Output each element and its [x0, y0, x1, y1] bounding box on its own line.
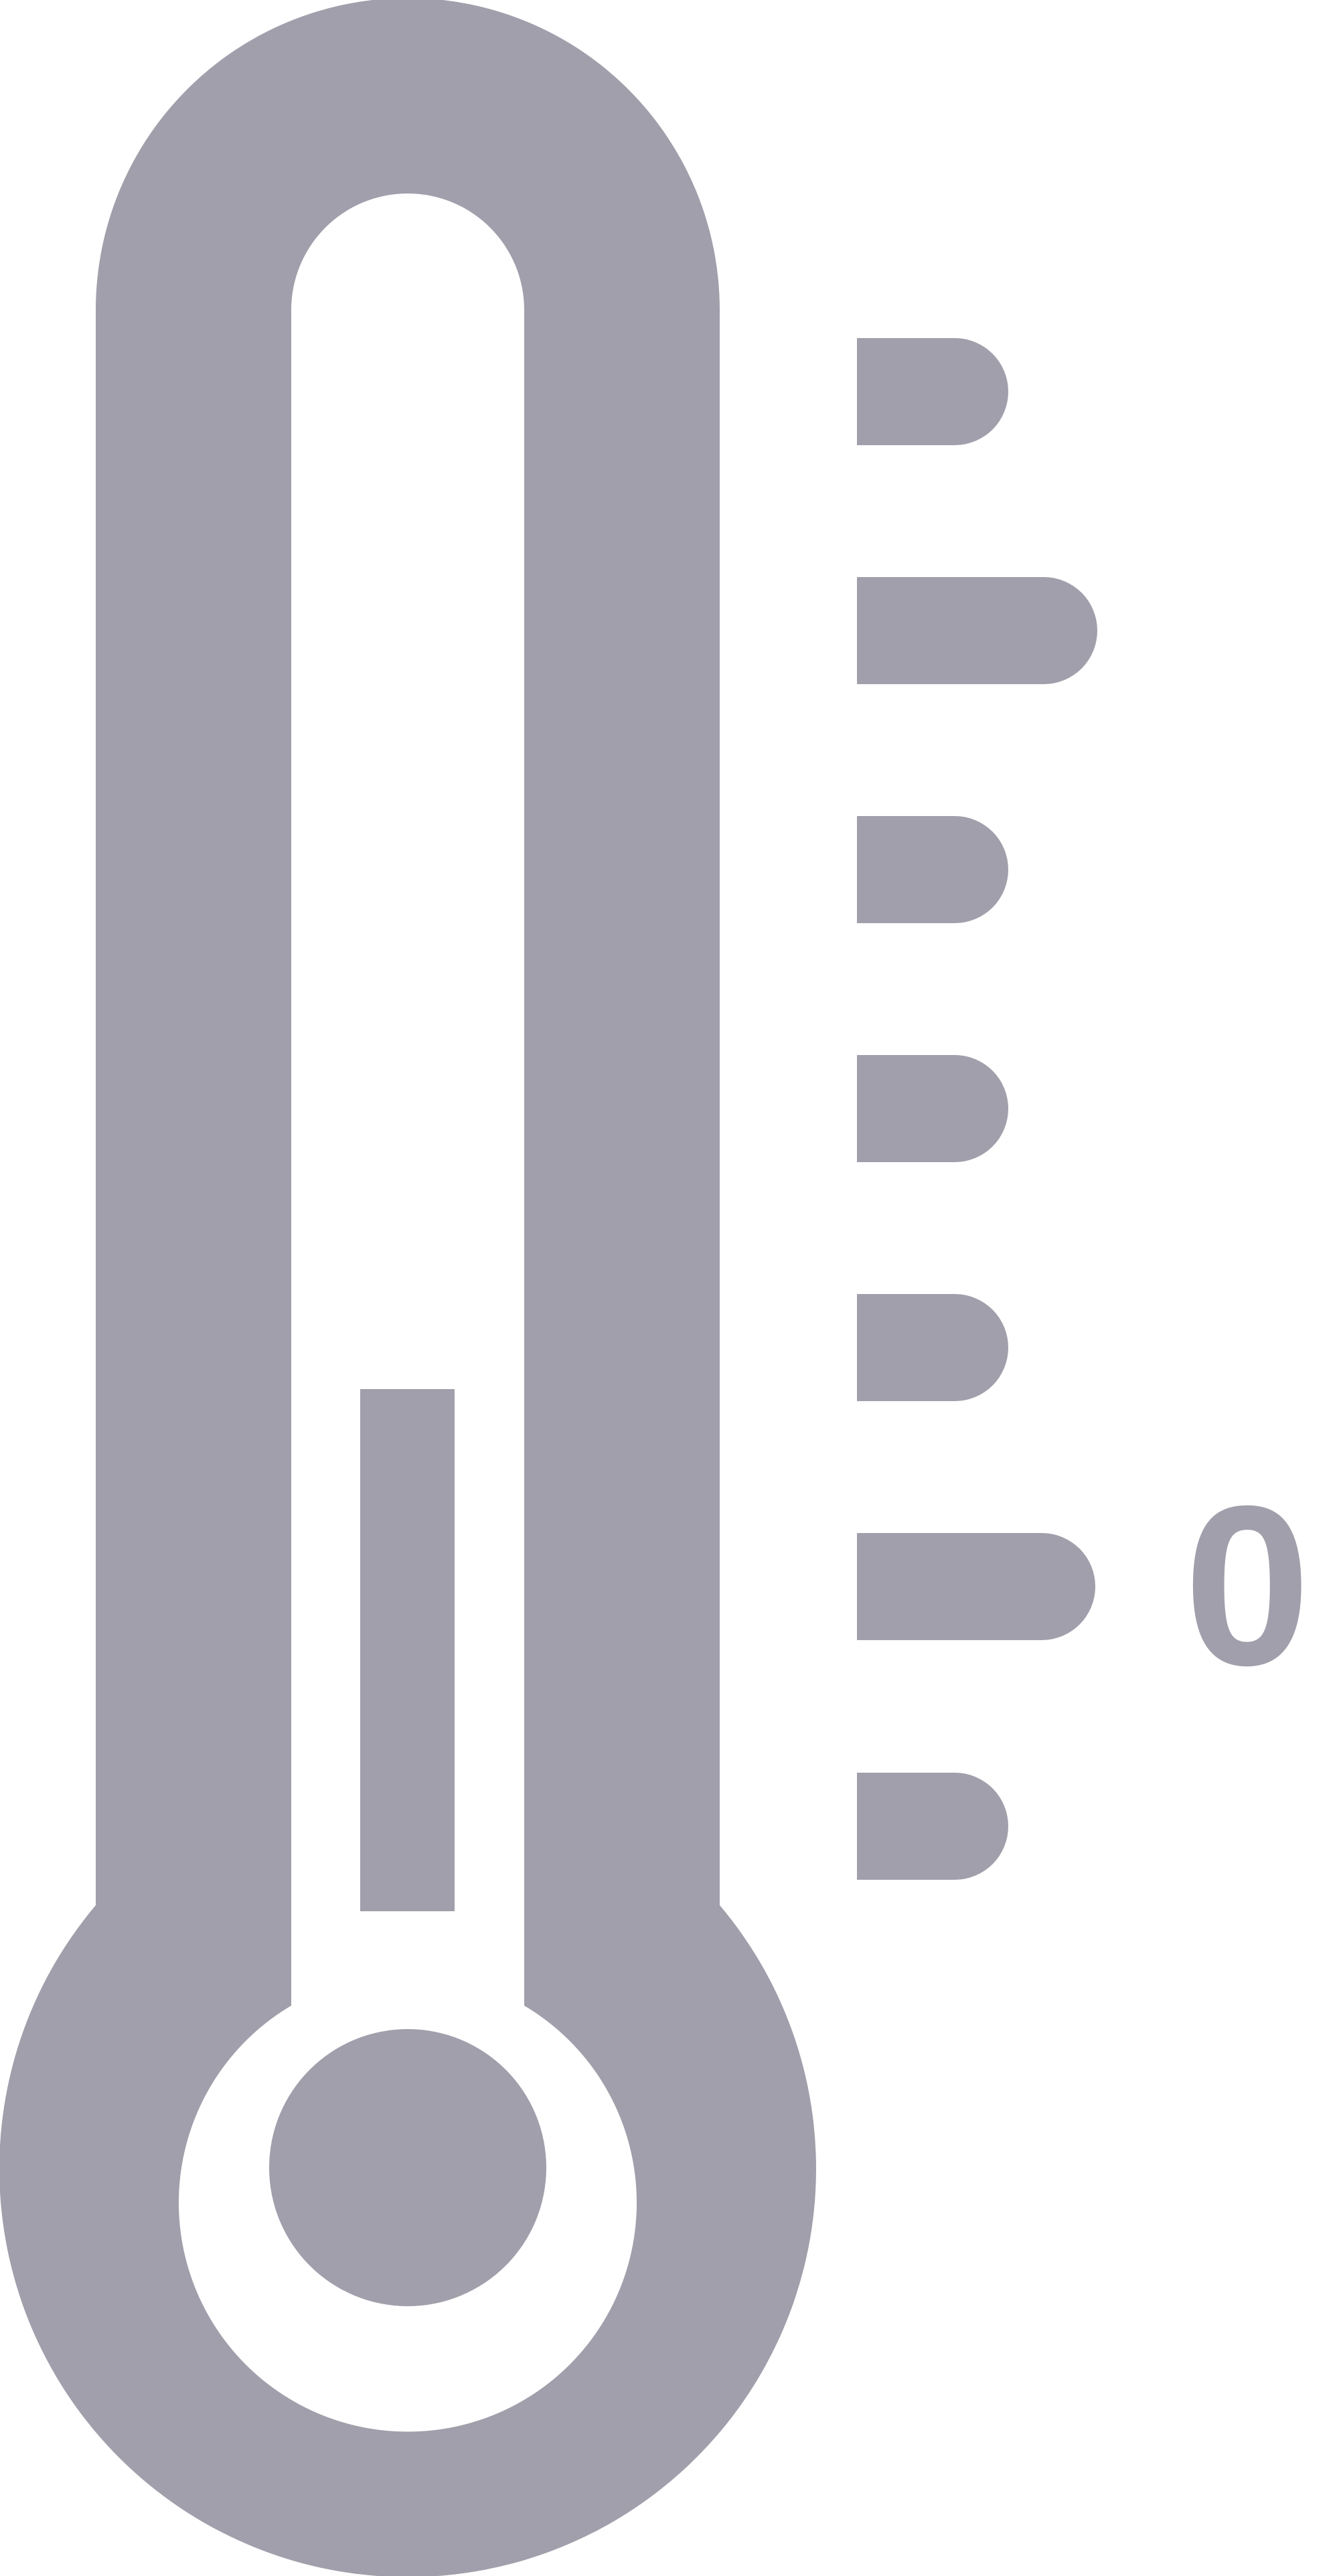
mercury-column [360, 1389, 455, 1911]
scale-tick [857, 338, 1008, 445]
thermometer-shell [0, 0, 816, 2576]
mercury-bulb [269, 2029, 546, 2306]
scale-tick [857, 1055, 1008, 1162]
scale-tick [857, 577, 1097, 684]
scale-tick [857, 816, 1008, 923]
zero-label: 0 [1184, 1459, 1310, 1713]
scale-tick [857, 1533, 1095, 1640]
scale-ticks [857, 338, 1097, 1880]
scale-tick [857, 1294, 1008, 1401]
thermometer-body [0, 0, 816, 2576]
scale-tick [857, 1773, 1008, 1880]
